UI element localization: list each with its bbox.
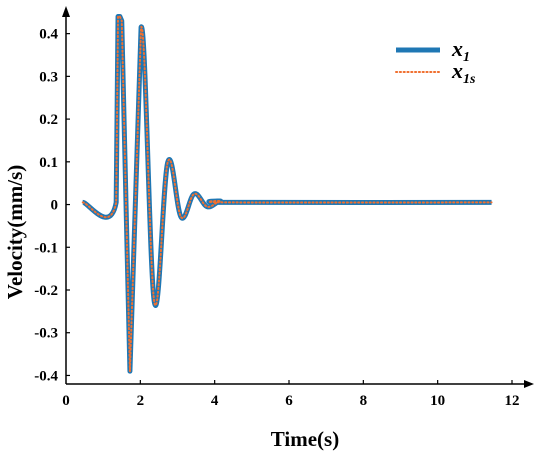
y-tick-label: 0.4 <box>39 27 58 43</box>
y-tick-label: 0.3 <box>39 69 58 85</box>
x-tick-label: 0 <box>62 393 70 409</box>
y-tick-label: 0.1 <box>39 155 58 171</box>
y-tick-label: -0.3 <box>34 326 58 342</box>
y-tick-label: -0.4 <box>34 368 58 384</box>
legend-label-x1s: x1s <box>451 58 476 87</box>
x-axis-arrow <box>524 380 534 388</box>
x-tick-label: 12 <box>505 393 520 409</box>
ticks-layer: 0 2 4 6 8 10 12 -0.4 -0.3 -0.2 -0.1 0 0.1 0.2 0.3 0.4 <box>34 27 519 409</box>
y-axis-arrow <box>62 6 70 17</box>
x-tick-label: 4 <box>211 393 219 409</box>
y-tick-label: 0.2 <box>39 112 58 128</box>
legend-label-x1: x1 <box>451 36 470 65</box>
y-axis-title: Velocity(mm/s) <box>3 165 27 300</box>
x-tick-label: 6 <box>285 393 293 409</box>
y-tick-label: -0.2 <box>34 283 58 299</box>
series-layer <box>81 14 493 374</box>
x-tick-label: 8 <box>360 393 368 409</box>
y-tick-label: 0 <box>51 198 59 214</box>
x-tick-label: 10 <box>430 393 445 409</box>
x-tick-label: 2 <box>137 393 145 409</box>
x-axis-title: Time(s) <box>271 427 339 451</box>
axes-layer <box>62 6 534 388</box>
y-tick-label: -0.1 <box>34 240 58 256</box>
series-line-x1s <box>81 15 493 373</box>
